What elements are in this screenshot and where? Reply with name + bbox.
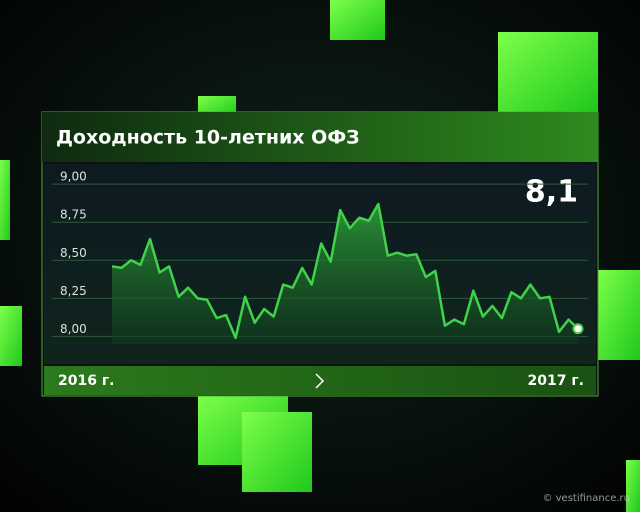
footer-bar [44,366,596,395]
current-value: 8,1 [525,175,578,210]
chevron [315,373,325,389]
panel-header [42,112,598,162]
chart-title: Доходность 10-летних ОФЗ [56,127,360,149]
watermark: © vestifinance.ru [542,493,630,504]
area [112,204,578,344]
y-tick-label: 8,50 [60,246,87,260]
last-point [572,323,584,335]
x-start-label: 2016 г. [58,373,114,389]
x-end-label: 2017 г. [528,373,584,389]
y-tick-label: 8,00 [60,322,87,336]
y-tick-label: 8,25 [60,284,87,298]
line [111,202,579,340]
y-tick-label: 8,75 [60,208,87,222]
y-tick-label: 9,00 [60,170,87,184]
